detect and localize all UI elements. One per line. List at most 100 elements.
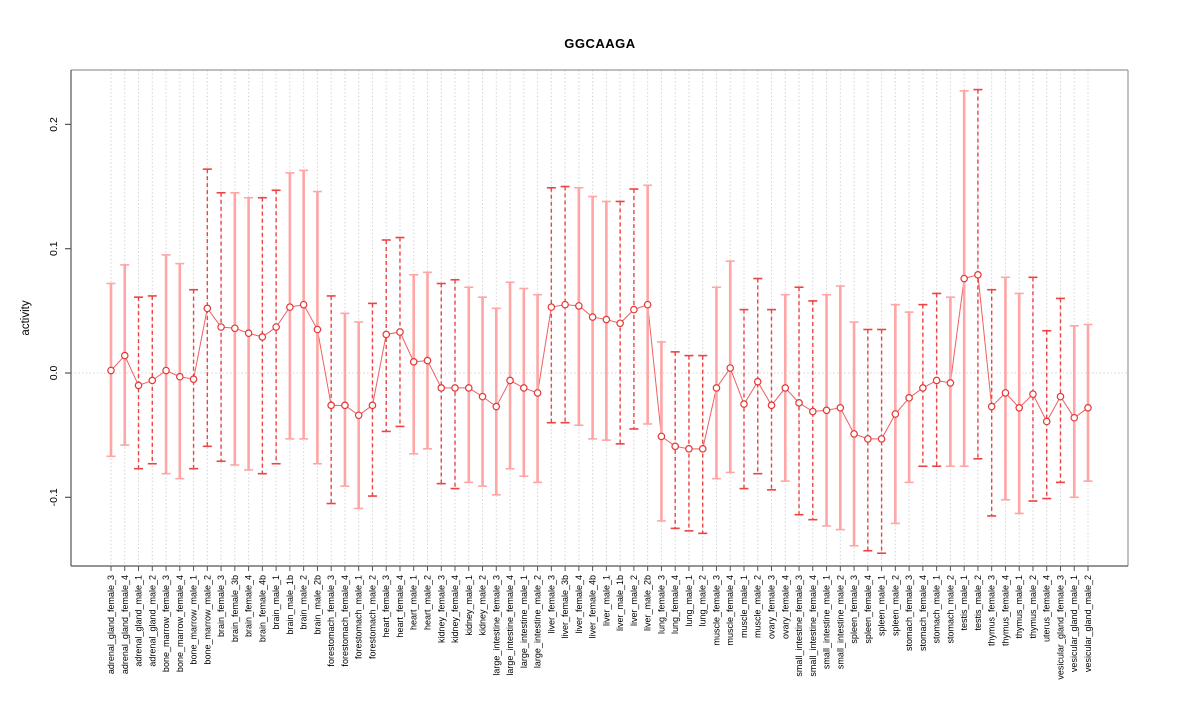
x-tick-label: spleen_female_3: [849, 575, 859, 644]
data-point: [354, 411, 363, 420]
x-tick-label: lung_male_2: [698, 575, 708, 627]
data-point: [107, 366, 115, 375]
data-point: [286, 303, 294, 311]
data-point: [698, 445, 707, 453]
data-point: [217, 323, 225, 331]
x-tick-label: liver_female_3b: [560, 575, 570, 639]
data-point: [877, 435, 886, 443]
data-point: [712, 384, 721, 392]
data-point: [987, 402, 996, 411]
data-point: [464, 384, 473, 392]
data-point: [1015, 404, 1023, 412]
data-point: [726, 364, 735, 372]
x-tick-label: thymus_male_1: [1014, 575, 1024, 639]
x-tick-label: large_intestine_female_3: [491, 575, 501, 676]
x-tick-label: testis_male_1: [959, 575, 969, 631]
x-tick-label: brain_female_3b: [230, 575, 240, 642]
x-tick-label: large_intestine_female_4: [505, 575, 515, 676]
data-point: [781, 384, 790, 392]
y-tick-label: 0.0: [48, 366, 60, 381]
x-tick-label: vesicular_gland_male_1: [1069, 575, 1079, 672]
x-tick-label: brain_female_3: [216, 575, 226, 637]
x-tick-label: large_intestine_male_1: [519, 575, 529, 668]
x-tick-label: spleen_male_1: [877, 575, 887, 636]
data-point: [671, 442, 679, 451]
x-tick-label: small_intestine_female_3: [794, 575, 804, 677]
data-point: [561, 300, 569, 309]
x-tick-label: small_intestine_female_4: [808, 575, 818, 677]
x-tick-label: bone_marrow_female_4: [175, 575, 185, 672]
series-line: [110, 274, 1089, 450]
data-point: [822, 406, 831, 415]
data-point: [313, 325, 322, 334]
data-point: [520, 384, 528, 392]
y-tick-label: 0.2: [48, 117, 60, 132]
data-point: [272, 323, 280, 331]
data-point: [685, 445, 693, 453]
data-point: [547, 303, 556, 311]
data-point: [244, 329, 253, 338]
data-point: [602, 315, 611, 324]
x-tick-label: brain_male_2b: [312, 575, 322, 635]
data-point: [657, 432, 666, 441]
data-point: [767, 401, 776, 410]
data-point: [1042, 417, 1051, 426]
data-point: [588, 313, 597, 321]
x-tick-label: uterus_female_4: [1042, 575, 1052, 642]
data-point: [575, 302, 583, 310]
data-point: [396, 328, 404, 336]
x-tick-label: heart_female_3: [381, 575, 391, 638]
data-point: [492, 402, 501, 411]
x-tick-label: forestomach_female_4: [340, 575, 350, 667]
data-point: [162, 366, 170, 375]
data-point: [1029, 390, 1037, 398]
x-tick-label: heart_female_4: [395, 575, 405, 638]
data-point: [437, 384, 446, 392]
data-point: [795, 399, 803, 407]
x-tick-label: thymus_female_4: [1000, 575, 1010, 646]
x-tick-label: small_intestine_male_1: [822, 575, 832, 669]
x-tick-label: brain_female_4: [244, 575, 254, 637]
data-point: [299, 300, 308, 309]
data-point: [808, 407, 817, 416]
x-tick-label: adrenal_gland_male_2: [147, 575, 157, 667]
x-tick-label: stomach_male_1: [932, 575, 942, 644]
x-tick-label: bone_marrow_male_1: [189, 575, 199, 665]
x-tick-label: brain_female_4b: [257, 575, 267, 642]
x-tick-label: adrenal_gland_male_1: [134, 575, 144, 667]
x-tick-label: brain_male_1: [271, 575, 281, 630]
x-tick-label: heart_male_2: [422, 575, 432, 630]
data-point: [341, 401, 349, 410]
x-tick-label: muscle_female_4: [725, 575, 735, 646]
x-tick-label: stomach_female_4: [918, 575, 928, 651]
data-point: [368, 401, 377, 410]
chart-title: GGCAAGA: [564, 36, 636, 51]
x-tick-label: kidney_female_3: [436, 575, 446, 643]
data-point: [231, 324, 239, 333]
data-point: [533, 389, 542, 397]
data-point: [616, 319, 624, 328]
x-tick-label: muscle_female_3: [711, 575, 721, 646]
x-tick-label: muscle_male_1: [739, 575, 749, 638]
x-tick-label: spleen_male_2: [890, 575, 900, 636]
x-tick-label: stomach_male_2: [945, 575, 955, 644]
data-point: [382, 330, 391, 339]
data-point: [905, 394, 913, 402]
y-tick-label: 0.1: [48, 241, 60, 256]
data-point: [974, 271, 982, 279]
data-point: [148, 376, 157, 385]
x-tick-label: kidney_male_1: [464, 575, 474, 636]
x-tick-label: brain_male_2: [299, 575, 309, 630]
x-tick-label: forestomach_female_3: [326, 575, 336, 667]
x-tick-label: adrenal_gland_female_4: [120, 575, 130, 674]
data-point: [478, 392, 487, 401]
x-tick-label: liver_male_1: [601, 575, 611, 626]
x-tick-label: kidney_female_4: [450, 575, 460, 643]
x-tick-label: liver_male_2b: [643, 575, 653, 631]
data-point: [506, 376, 514, 385]
data-point: [836, 404, 845, 412]
data-point: [932, 376, 941, 385]
x-tick-label: forestomach_male_1: [354, 575, 364, 659]
